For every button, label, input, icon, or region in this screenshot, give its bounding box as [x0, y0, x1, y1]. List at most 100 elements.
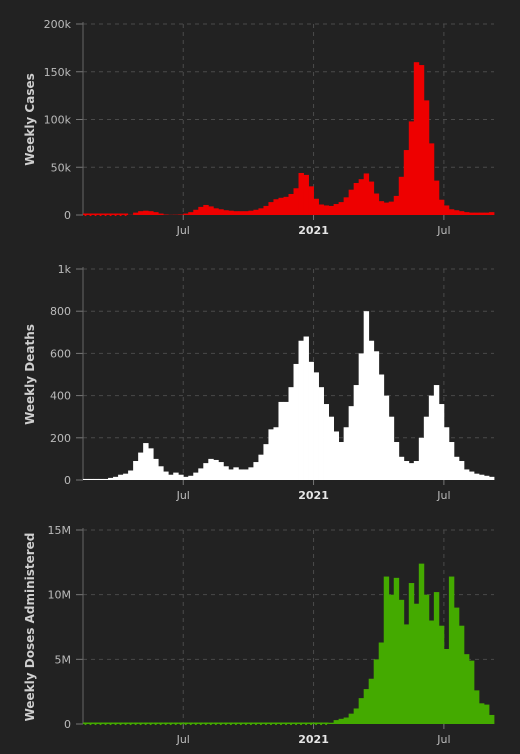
bar: [308, 361, 314, 480]
zero-point: [249, 722, 253, 726]
bar: [353, 708, 360, 724]
zero-point: [229, 722, 232, 726]
x-tick-label: Jul: [176, 733, 190, 746]
bar: [228, 469, 234, 480]
bar: [138, 452, 144, 480]
bar: [438, 625, 445, 724]
bar: [288, 193, 294, 215]
bar: [338, 718, 345, 724]
bar: [128, 470, 134, 480]
bar: [473, 690, 480, 724]
bar: [458, 461, 465, 480]
zero-point: [209, 722, 212, 726]
bar: [193, 209, 199, 215]
bar: [373, 193, 380, 215]
bar: [168, 474, 174, 480]
zero-point: [254, 722, 258, 726]
y-tick-label: 800: [50, 305, 71, 318]
bar: [443, 648, 450, 724]
bar: [218, 462, 224, 480]
zero-point: [114, 722, 117, 726]
bar: [153, 458, 159, 480]
bar: [188, 212, 194, 215]
chart-1: 0 50k 100k 150k 200k Jul 2021 Jul Weekly Cases: [23, 18, 495, 237]
bar: [178, 474, 184, 480]
bar: [343, 427, 350, 480]
x-tick-label: Jul: [176, 224, 190, 237]
bar: [273, 199, 279, 215]
y-tick-label: 600: [50, 347, 71, 360]
bar: [123, 473, 129, 480]
bar: [488, 714, 495, 724]
bar: [443, 205, 450, 215]
bar: [463, 469, 470, 480]
bar: [203, 204, 209, 215]
bar: [333, 204, 340, 215]
zero-point: [149, 722, 152, 726]
bar: [203, 463, 209, 480]
zero-point: [119, 213, 122, 217]
x-tick-label: Jul: [436, 733, 450, 746]
bar: [433, 180, 440, 215]
bar: [378, 201, 385, 215]
bar: [423, 594, 430, 724]
bar: [363, 689, 370, 724]
zero-point: [179, 722, 182, 726]
zero-point: [164, 722, 167, 726]
y-axis-title: Weekly Deaths: [23, 324, 37, 425]
bar: [148, 211, 154, 215]
bar: [333, 431, 340, 480]
bar: [248, 467, 254, 480]
bar: [133, 212, 139, 215]
zero-point: [109, 722, 112, 726]
bar: [213, 459, 219, 480]
bar: [333, 720, 340, 724]
zero-point: [159, 722, 162, 726]
bar: [483, 212, 490, 215]
y-tick-label: 0: [64, 209, 71, 222]
bar: [483, 475, 490, 480]
bar: [453, 607, 460, 724]
y-tick-label: 0: [64, 474, 71, 487]
bar: [353, 385, 360, 480]
y-tick-label: 0: [64, 718, 71, 731]
zero-point: [154, 722, 157, 726]
bar: [393, 442, 400, 480]
bar: [258, 208, 264, 215]
zero-point: [299, 722, 303, 726]
bar: [248, 210, 254, 215]
zero-point: [219, 722, 222, 726]
bar: [263, 444, 269, 480]
bar: [243, 469, 249, 480]
bar: [428, 143, 435, 215]
bar: [413, 603, 420, 724]
bar: [453, 456, 460, 480]
bar: [458, 211, 465, 215]
bar: [98, 478, 104, 480]
bar: [368, 678, 375, 724]
bar: [163, 471, 169, 480]
bar: [238, 211, 244, 215]
bar: [438, 199, 445, 215]
bar: [373, 351, 380, 480]
bar: [428, 620, 435, 724]
bar: [418, 65, 425, 215]
zero-point: [214, 722, 217, 726]
zero-point: [109, 213, 112, 217]
bar: [488, 212, 495, 215]
bar: [373, 659, 380, 724]
zero-point: [99, 213, 102, 217]
bar: [298, 172, 304, 215]
bar: [363, 173, 370, 215]
zero-point: [194, 722, 197, 726]
y-tick-label: 15M: [48, 524, 72, 537]
zero-point: [274, 722, 278, 726]
y-tick-label: 400: [50, 390, 71, 403]
bar: [408, 583, 415, 724]
bar: [383, 202, 390, 215]
zero-point: [239, 722, 242, 726]
bar: [273, 427, 279, 480]
y-tick-label: 50k: [51, 161, 72, 174]
zero-point: [224, 722, 227, 726]
